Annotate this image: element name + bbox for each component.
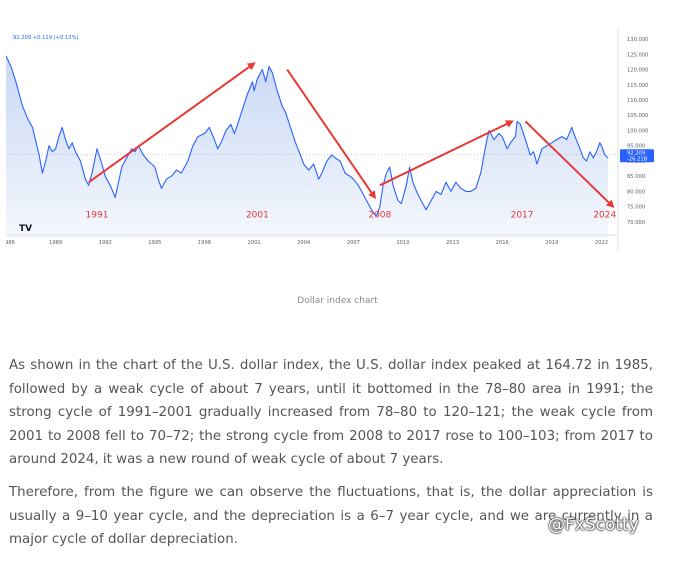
- last-price-value: 92.209: [627, 151, 645, 157]
- x-tick-label: 1989: [49, 240, 62, 246]
- x-tick-label: 2022: [595, 240, 608, 246]
- series-area-fill: [6, 55, 609, 238]
- chart-caption: Dollar index chart: [297, 296, 378, 306]
- x-tick-label: 2007: [347, 240, 360, 246]
- cycle-year-label-2024: 2024: [593, 210, 616, 220]
- y-tick-label: 75.000: [627, 205, 645, 211]
- y-tick-label: 100.000: [627, 128, 648, 134]
- cycle-year-label-2001: 2001: [246, 210, 269, 220]
- x-tick-label: 2004: [297, 240, 311, 246]
- trend-arrow-2: [286, 68, 376, 200]
- cycle-year-label-2017: 2017: [511, 210, 534, 220]
- paragraph-cycle-conclusion: Therefore, from the figure we can observ…: [9, 485, 653, 547]
- y-tick-label: 130.000: [627, 37, 648, 43]
- cycle-year-label-1991: 1991: [86, 210, 109, 220]
- y-tick-label: 85.000: [627, 174, 645, 180]
- x-tick-label: 1998: [198, 240, 211, 246]
- y-tick-label: 80.000: [627, 189, 645, 195]
- x-tick-label: 2016: [496, 240, 509, 246]
- y-tick-label: 120.000: [627, 68, 648, 74]
- y-tick-label: 70.000: [627, 220, 645, 226]
- x-tick-label: 1992: [99, 240, 112, 246]
- chart-canvas: 1991 2001 2008 2017 2024 130.000 125.000 120.0…: [6, 28, 654, 250]
- last-price-badge: [620, 149, 654, 163]
- trend-arrow-4: [524, 120, 615, 209]
- author-watermark: @FxScotty: [548, 515, 639, 535]
- paragraph-cycle-history: As shown in the chart of the U.S. dollar…: [9, 358, 653, 467]
- tradingview-logo: TV: [19, 224, 32, 234]
- x-tick-label: 986: [6, 240, 15, 246]
- x-tick-label: 2010: [396, 240, 409, 246]
- x-tick-label: 2019: [545, 240, 558, 246]
- trend-arrow-3: [379, 120, 514, 187]
- y-tick-label: 95.000: [627, 144, 645, 150]
- last-price-change: -26.21B: [627, 157, 648, 163]
- price-readout: 92.209 +0.119 (+0.13%): [13, 35, 79, 41]
- x-tick-label: 1995: [148, 240, 161, 246]
- trend-arrow-1: [88, 62, 256, 184]
- dollar-index-chart: 1991 2001 2008 2017 2024 130.000 125.000 120.0…: [6, 28, 654, 250]
- y-tick-label: 125.000: [627, 52, 648, 58]
- x-tick-label: 2001: [248, 240, 261, 246]
- series-line: [6, 55, 609, 217]
- y-tick-label: 115.000: [627, 83, 648, 89]
- y-tick-label: 110.000: [627, 98, 648, 104]
- cycle-year-label-2008: 2008: [368, 210, 391, 220]
- x-tick-label: 2013: [446, 240, 459, 246]
- y-tick-label: 105.000: [627, 113, 648, 119]
